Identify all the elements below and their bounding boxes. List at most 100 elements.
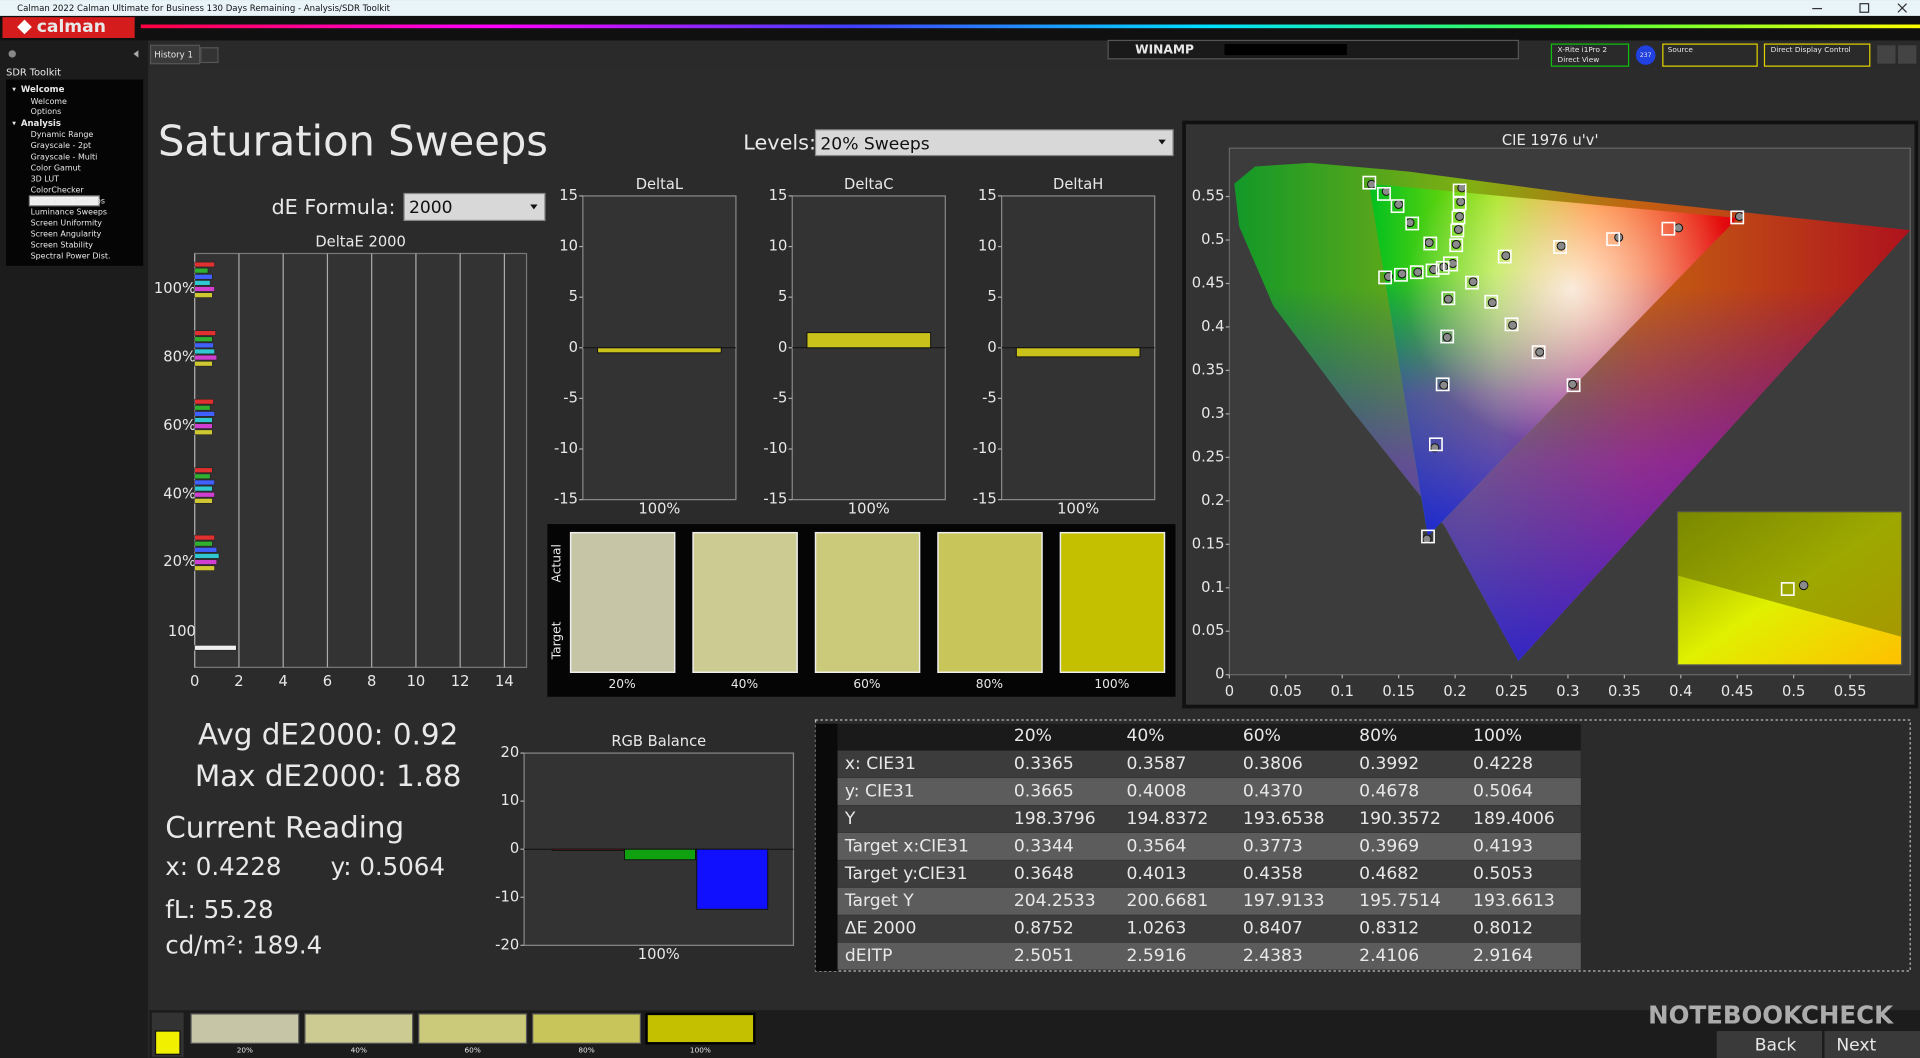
window-controls[interactable] bbox=[1812, 3, 1907, 13]
display-box[interactable] bbox=[1763, 43, 1871, 67]
cell: 0.5064 bbox=[1473, 782, 1533, 802]
deltae-bar bbox=[194, 491, 215, 498]
target-point bbox=[1465, 275, 1479, 290]
next-button[interactable] bbox=[1824, 1031, 1920, 1058]
levels-dropdown[interactable] bbox=[814, 129, 1174, 157]
deltae-bar bbox=[194, 405, 211, 411]
tree-item[interactable]: Grayscale - 2pt bbox=[31, 141, 92, 150]
cell: 0.4370 bbox=[1243, 782, 1303, 802]
options-button[interactable] bbox=[1897, 45, 1917, 64]
tree-item[interactable]: Welcome bbox=[31, 97, 67, 106]
target-point bbox=[1425, 263, 1440, 278]
target-point bbox=[1497, 249, 1512, 264]
history-swatch[interactable] bbox=[304, 1013, 414, 1044]
tree-item[interactable]: Screen Angularity bbox=[31, 229, 102, 238]
tree-item[interactable]: Screen Uniformity bbox=[31, 218, 103, 227]
tree-item[interactable]: ColorChecker bbox=[31, 185, 85, 194]
table-gutter bbox=[815, 723, 838, 972]
tab[interactable] bbox=[150, 44, 201, 65]
measured-point bbox=[1468, 277, 1478, 287]
y-tick-label: -5 bbox=[563, 389, 578, 406]
x-tick-label: 10 bbox=[407, 673, 426, 690]
cell: 0.3806 bbox=[1243, 754, 1303, 774]
source-box[interactable] bbox=[1662, 43, 1758, 67]
history-swatch[interactable] bbox=[645, 1012, 756, 1045]
measured-point bbox=[1456, 197, 1466, 207]
cell: 0.4358 bbox=[1243, 864, 1303, 884]
rainbow-strip bbox=[140, 24, 1920, 29]
cell: 0.3969 bbox=[1359, 836, 1419, 856]
target-point bbox=[1449, 238, 1464, 253]
column-header: 60% bbox=[1243, 726, 1281, 746]
bar bbox=[806, 332, 932, 349]
y-tick-label: 0.05 bbox=[1192, 622, 1225, 639]
target-point bbox=[1362, 175, 1377, 190]
tree-item[interactable]: Saturation Sweeps bbox=[31, 196, 105, 205]
y-tick-label: -15 bbox=[554, 491, 578, 508]
meter-box[interactable] bbox=[1550, 43, 1630, 67]
row-label: y: CIE31 bbox=[845, 782, 915, 802]
tree-expander: ▾ bbox=[12, 84, 16, 93]
tree-item[interactable]: Screen Stability bbox=[31, 240, 94, 249]
tree-item[interactable]: Options bbox=[31, 107, 62, 116]
cell: 190.3572 bbox=[1359, 809, 1441, 829]
cell: 198.3796 bbox=[1014, 809, 1096, 829]
x-tick-label: 8 bbox=[367, 673, 376, 690]
gamut-diagram bbox=[1234, 162, 1911, 662]
tree-item[interactable]: Color Gamut bbox=[31, 163, 81, 172]
target-point bbox=[1421, 529, 1435, 544]
table-row bbox=[837, 832, 1581, 860]
logo-box[interactable] bbox=[2, 17, 135, 38]
cell: 194.8372 bbox=[1127, 809, 1209, 829]
row-label: Target x:CIE31 bbox=[844, 836, 969, 856]
tree-item[interactable]: Spectral Power Dist. bbox=[31, 251, 111, 260]
add-tab[interactable] bbox=[200, 47, 219, 64]
cell: 2.4383 bbox=[1243, 946, 1303, 966]
target-point bbox=[1450, 223, 1465, 238]
deltae-bar bbox=[194, 559, 218, 565]
tree-expander: ▾ bbox=[12, 119, 16, 128]
title-text: Calman 2022 Calman Ultimate for Business… bbox=[17, 4, 390, 14]
tree-panel bbox=[6, 79, 144, 266]
formula-dropdown[interactable] bbox=[403, 192, 546, 222]
settings-button[interactable] bbox=[1877, 45, 1896, 64]
history-swatch[interactable] bbox=[190, 1013, 300, 1044]
y-tick-label: 0 bbox=[1215, 666, 1224, 683]
x-tick-label: 0.45 bbox=[1721, 683, 1754, 700]
meter-badge bbox=[1635, 45, 1656, 65]
tree-item[interactable]: Grayscale - Multi bbox=[31, 152, 98, 161]
deltae-bar bbox=[194, 286, 215, 292]
swatch-label: 20% bbox=[608, 677, 635, 691]
x-tick-label: 100% bbox=[638, 946, 680, 963]
zoom-inset bbox=[1676, 511, 1903, 666]
y-tick-label: -15 bbox=[763, 491, 787, 508]
target-point bbox=[1484, 294, 1499, 309]
tree-item[interactable]: Luminance Sweeps bbox=[31, 207, 107, 216]
y-tick-label: -15 bbox=[973, 491, 997, 508]
deltae-bar bbox=[194, 429, 213, 436]
deltae-bar bbox=[194, 280, 211, 286]
y-tick-label: 0.55 bbox=[1192, 188, 1225, 205]
winamp-display bbox=[1224, 44, 1347, 56]
deltae-title: DeltaE 2000 bbox=[315, 233, 406, 250]
y-tick-label: 0.45 bbox=[1192, 274, 1225, 291]
row-label: Target Y bbox=[844, 891, 914, 911]
tree-item[interactable]: Dynamic Range bbox=[31, 130, 94, 139]
dropdown-arrow bbox=[530, 204, 538, 210]
history-swatch[interactable] bbox=[532, 1013, 642, 1044]
tree-item[interactable]: Welcome bbox=[21, 85, 65, 95]
title-bar bbox=[0, 0, 1920, 16]
cell: 0.3992 bbox=[1359, 754, 1419, 774]
tree-item[interactable]: Analysis bbox=[21, 119, 61, 129]
stat-x: x: 0.4228 bbox=[165, 852, 281, 881]
history-swatch[interactable] bbox=[418, 1013, 528, 1044]
tree-item[interactable]: 3D LUT bbox=[31, 174, 60, 183]
sidebar-collapse[interactable] bbox=[133, 50, 139, 58]
measured-point bbox=[1394, 199, 1404, 209]
cell: 2.4106 bbox=[1359, 946, 1419, 966]
stat-fl: fL: 55.28 bbox=[165, 895, 273, 924]
measured-point bbox=[1455, 212, 1465, 222]
formula-value: 2000 bbox=[409, 198, 453, 218]
back-button[interactable] bbox=[1716, 1031, 1823, 1058]
sidebar-pin[interactable] bbox=[8, 50, 16, 58]
